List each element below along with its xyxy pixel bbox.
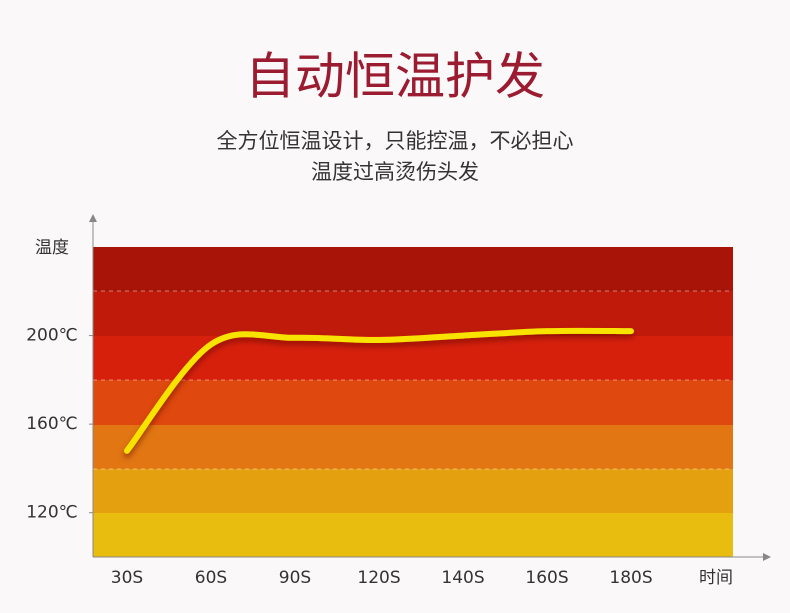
y-axis-label: 温度 <box>35 238 69 258</box>
x-tick-label: 90S <box>279 568 311 588</box>
x-tick-label: 60S <box>195 568 227 588</box>
chart-title: 自动恒温护发 <box>245 48 545 106</box>
x-tick-label: 140S <box>441 568 484 588</box>
line <box>124 327 634 454</box>
bands <box>93 247 733 557</box>
y-tick-label: 160℃ <box>26 414 78 434</box>
x-axis-label: 时间 <box>699 568 733 588</box>
axes <box>89 214 771 561</box>
x-tick-label: 120S <box>357 568 400 588</box>
x-tick-label: 30S <box>111 568 143 588</box>
x-tick-label: 160S <box>525 568 568 588</box>
x-tick-label: 180S <box>609 568 652 588</box>
y-tick-label: 120℃ <box>26 503 78 523</box>
y-tick-label: 200℃ <box>26 326 78 346</box>
subtitle: 温度过高烫伤头发 <box>311 160 479 184</box>
subtitle: 全方位恒温设计，只能控温，不必担心 <box>217 129 574 153</box>
